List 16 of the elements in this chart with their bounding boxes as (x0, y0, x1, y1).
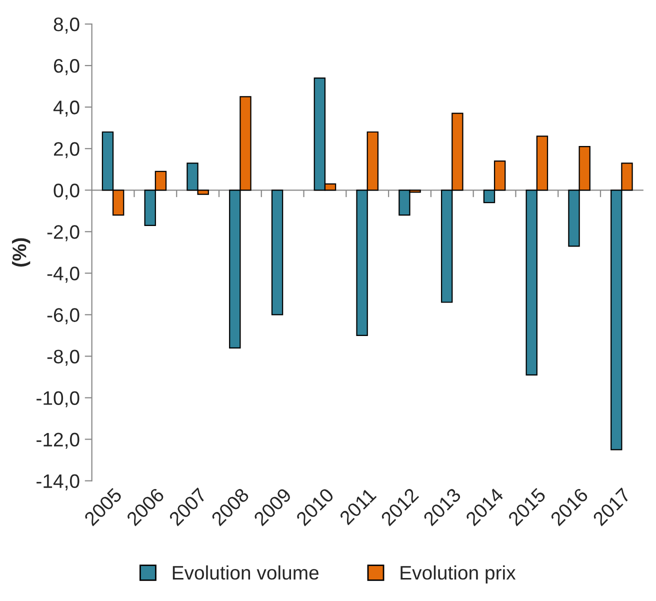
legend-label: Evolution prix (400, 565, 516, 584)
y-tick-label: 0,0 (54, 184, 80, 200)
y-tick-label: 2,0 (54, 142, 80, 158)
legend-label: Evolution volume (172, 565, 319, 580)
y-tick-label: -10,0 (36, 391, 80, 408)
y-axis-title: (%) (12, 238, 30, 267)
bar (271, 190, 284, 316)
y-tick-label: -2,0 (47, 225, 80, 242)
y-tick-label: -6,0 (47, 308, 80, 324)
y-tick-label: 8,0 (54, 18, 80, 34)
y-tick-label: -14,0 (36, 474, 80, 490)
y-tick-label: 4,0 (53, 100, 80, 117)
y-tick-label: -8,0 (47, 350, 80, 366)
y-tick-label: -12,0 (36, 432, 80, 449)
y-tick-label: -4,0 (47, 266, 80, 283)
y-tick-label: 6,0 (54, 59, 80, 76)
